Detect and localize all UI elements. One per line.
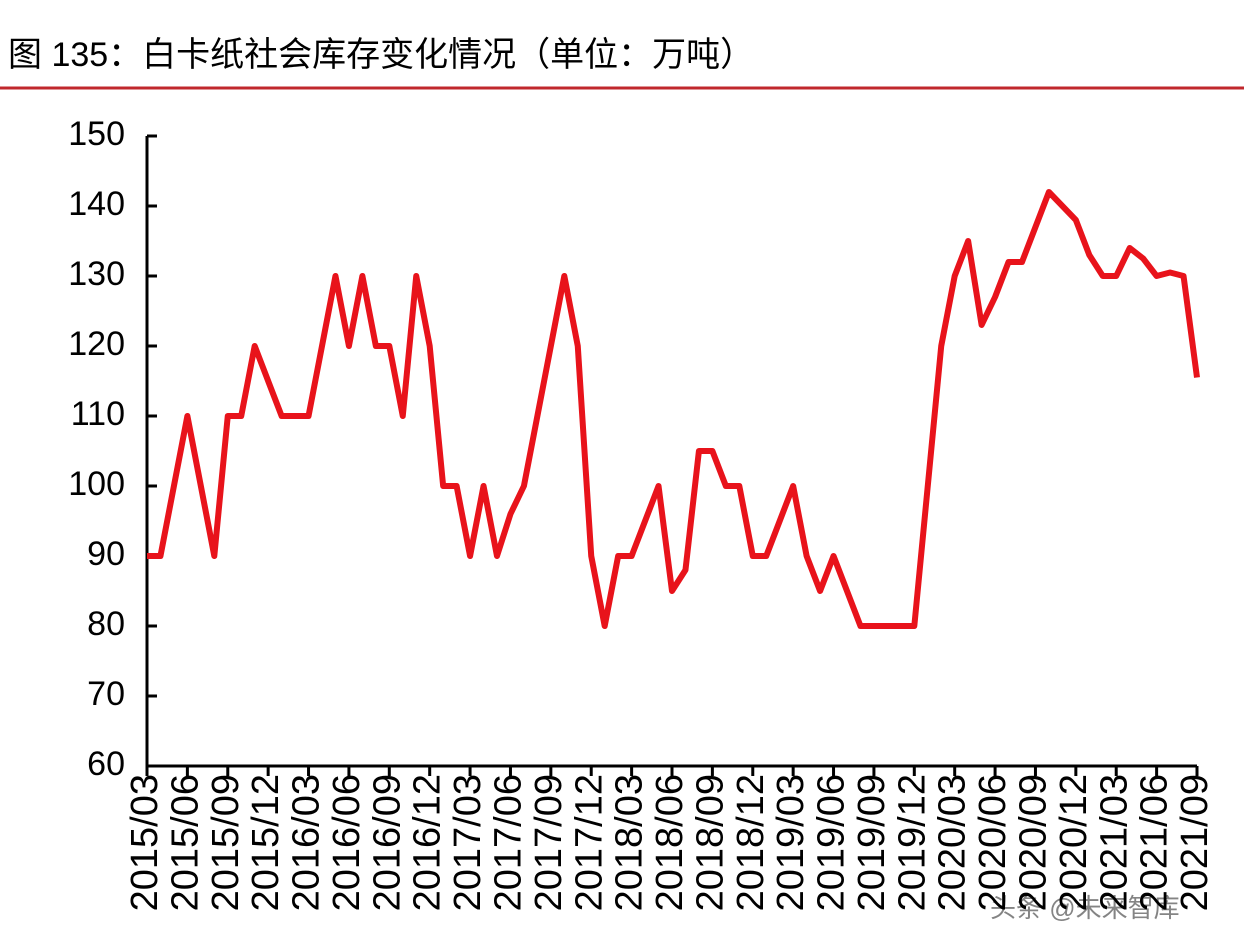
x-tick-label: 2020/06 — [972, 774, 1014, 911]
chart-title: 图 135：白卡纸社会库存变化情况（单位：万吨） — [8, 36, 754, 74]
x-tick-label: 2019/12 — [891, 774, 933, 911]
x-tick-label: 2016/03 — [286, 774, 328, 911]
y-tick-label: 90 — [87, 535, 125, 573]
x-tick-label: 2015/12 — [245, 774, 287, 911]
x-tick-label: 2021/09 — [1174, 774, 1216, 911]
x-tick-label: 2020/12 — [1053, 774, 1095, 911]
x-tick-label: 2019/03 — [770, 774, 812, 911]
y-tick-label: 60 — [87, 745, 125, 783]
x-tick-label: 2017/03 — [447, 774, 489, 911]
y-tick-label: 100 — [68, 465, 125, 503]
watermark: 头条 @未来智库 — [990, 893, 1180, 923]
y-tick-label: 140 — [68, 185, 125, 223]
x-tick-label: 2018/09 — [689, 774, 731, 911]
x-tick-label: 2021/06 — [1134, 774, 1176, 911]
x-tick-label: 2018/06 — [649, 774, 691, 911]
data-line — [147, 189, 1200, 629]
x-tick-label: 2021/03 — [1093, 774, 1135, 911]
y-tick-label: 150 — [68, 115, 125, 153]
y-tick-label: 80 — [87, 605, 125, 643]
x-tick-label: 2019/06 — [811, 774, 853, 911]
x-tick-label: 2020/03 — [932, 774, 974, 911]
y-tick-label: 70 — [87, 675, 125, 713]
y-tick-label: 110 — [71, 395, 125, 433]
x-tick-label: 2017/06 — [487, 774, 529, 911]
x-tick-label: 2015/06 — [164, 774, 206, 911]
x-tick-label: 2018/03 — [609, 774, 651, 911]
y-tick-label: 130 — [68, 255, 125, 293]
x-tick-label: 2020/09 — [1012, 774, 1054, 911]
x-tick-label: 2015/03 — [124, 774, 166, 911]
y-tick-label: 120 — [68, 325, 125, 363]
x-tick-label: 2019/09 — [851, 774, 893, 911]
x-tick-label: 2016/06 — [326, 774, 368, 911]
x-tick-label: 2015/09 — [205, 774, 247, 911]
x-tick-label: 2017/09 — [528, 774, 570, 911]
x-tick-label: 2016/12 — [407, 774, 449, 911]
x-tick-label: 2018/12 — [730, 774, 772, 911]
x-tick-label: 2017/12 — [568, 774, 610, 911]
x-tick-label: 2016/09 — [366, 774, 408, 911]
